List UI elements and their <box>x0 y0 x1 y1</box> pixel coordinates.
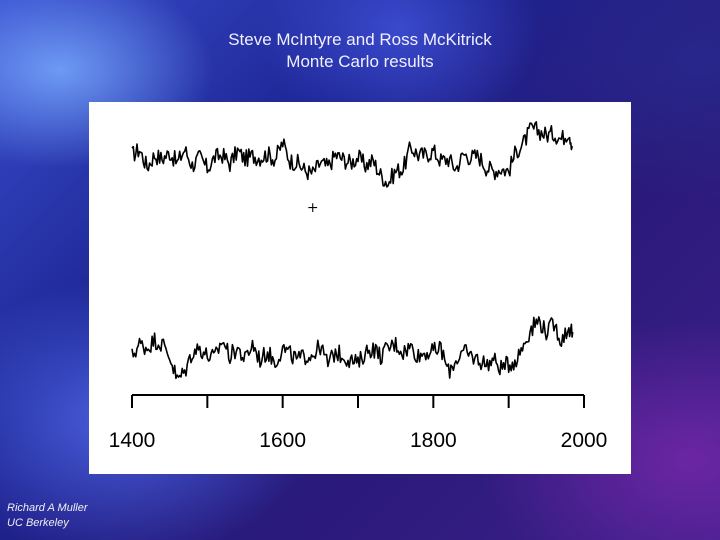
x-tick-label-1400: 1400 <box>109 429 156 452</box>
slide-title-line-2: Monte Carlo results <box>286 52 434 71</box>
slide-title-line-1: Steve McIntyre and Ross McKitrick <box>228 30 492 49</box>
x-tick-label-1800: 1800 <box>410 429 457 452</box>
chart-panel: +1400 1600 1800 2000 <box>89 102 631 474</box>
line-chart: +1400 1600 1800 2000 <box>109 121 608 452</box>
x-tick-label-1600: 1600 <box>259 429 306 452</box>
series-line-1 <box>131 121 573 188</box>
credit-organization: UC Berkeley <box>7 517 69 529</box>
series-line-2 <box>131 316 574 380</box>
credit-author: Richard A Muller <box>7 502 88 514</box>
annotation-marker: + <box>307 200 319 216</box>
x-tick-label-2000: 2000 <box>561 429 608 452</box>
